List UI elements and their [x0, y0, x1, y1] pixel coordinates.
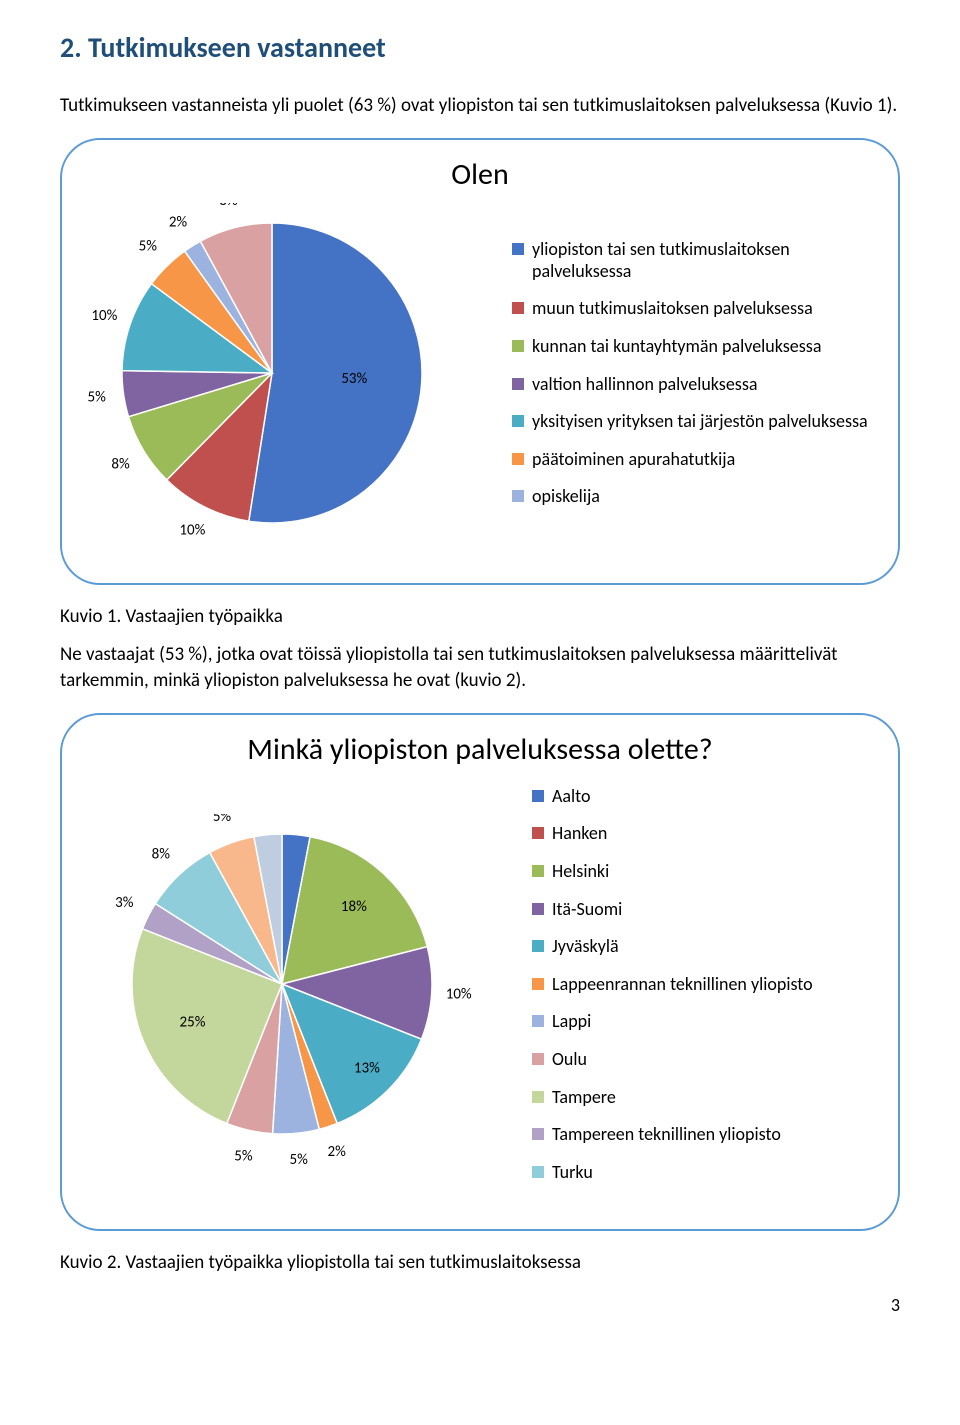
- legend-label: Tampereen teknillinen yliopisto: [552, 1124, 781, 1146]
- pie-slice-label: 25%: [180, 1013, 206, 1031]
- legend-swatch: [532, 1128, 544, 1140]
- legend-label: yksityisen yrityksen tai järjestön palve…: [532, 411, 868, 433]
- legend-item: Lappi: [532, 1011, 878, 1033]
- pie-slice-label: 8%: [152, 845, 171, 863]
- legend-item: kunnan tai kuntayhtymän palveluksessa: [512, 336, 878, 358]
- legend-item: muun tutkimuslaitoksen palveluksessa: [512, 298, 878, 320]
- legend-label: Aalto: [552, 786, 591, 808]
- legend-label: muun tutkimuslaitoksen palveluksessa: [532, 298, 813, 320]
- figure-2-pie: 3% 18% 10% 13% 2% 5% 5% 25% 3% 8% 5% 3%: [82, 814, 512, 1164]
- legend-label: Tampere: [552, 1087, 616, 1109]
- legend-item: opiskelija: [512, 486, 878, 508]
- figure-1-title: Olen: [82, 156, 878, 193]
- legend-item: yliopiston tai sen tutkimuslaitoksen pal…: [512, 239, 878, 282]
- pie-slice-label: 53%: [341, 370, 367, 388]
- legend-label: opiskelija: [532, 486, 600, 508]
- legend-item: yksityisen yrityksen tai järjestön palve…: [512, 411, 878, 433]
- pie-slice-label: 2%: [328, 1142, 347, 1160]
- legend-item: Aalto: [532, 786, 878, 808]
- pie-slice-label: 10%: [446, 985, 472, 1003]
- legend-swatch: [532, 827, 544, 839]
- pie-slice-label: 5%: [213, 814, 232, 826]
- legend-item: päätoiminen apurahatutkija: [512, 449, 878, 471]
- legend-item: Tampereen teknillinen yliopisto: [532, 1124, 878, 1146]
- pie-slice-label: 8%: [219, 203, 238, 210]
- legend-label: kunnan tai kuntayhtymän palveluksessa: [532, 336, 821, 358]
- section-heading: 2. Tutkimukseen vastanneet: [60, 30, 900, 65]
- figure-1-pie: 53% 10% 8% 5% 10% 5% 2% 8%: [82, 203, 492, 553]
- pie-slice-label: 5%: [88, 388, 107, 406]
- page-number: 3: [60, 1294, 900, 1316]
- legend-swatch: [512, 340, 524, 352]
- paragraph-1: Tutkimukseen vastanneista yli puolet (63…: [60, 93, 900, 120]
- legend-item: Oulu: [532, 1049, 878, 1071]
- legend-label: Jyväskylä: [552, 936, 619, 958]
- pie-slice-label: 3%: [290, 814, 309, 816]
- legend-label: Lappi: [552, 1011, 591, 1033]
- legend-item: Lappeenrannan teknillinen yliopisto: [532, 974, 878, 996]
- legend-label: päätoiminen apurahatutkija: [532, 449, 735, 471]
- legend-swatch: [532, 940, 544, 952]
- paragraph-2: Ne vastaajat (53 %), jotka ovat töissä y…: [60, 642, 900, 695]
- legend-swatch: [512, 490, 524, 502]
- legend-item: Tampere: [532, 1087, 878, 1109]
- legend-item: Hanken: [532, 823, 878, 845]
- legend-swatch: [512, 453, 524, 465]
- pie-slice-label: 2%: [169, 213, 188, 231]
- figure-2: Minkä yliopiston palveluksessa olette? 3…: [60, 713, 900, 1232]
- figure-2-legend: Aalto Hanken Helsinki Itä-Suomi Jyväskylä Lap…: [532, 778, 878, 1200]
- legend-label: Helsinki: [552, 861, 609, 883]
- legend-swatch: [532, 865, 544, 877]
- legend-swatch: [532, 1091, 544, 1103]
- legend-label: yliopiston tai sen tutkimuslaitoksen pal…: [532, 239, 878, 282]
- pie-slice-label: 10%: [179, 521, 205, 539]
- legend-swatch: [532, 1015, 544, 1027]
- legend-label: Lappeenrannan teknillinen yliopisto: [552, 974, 813, 996]
- pie-slice-label: 3%: [115, 894, 134, 912]
- figure-2-caption: Kuvio 2. Vastaajien työpaikka yliopistol…: [60, 1251, 900, 1274]
- legend-label: Itä-Suomi: [552, 899, 622, 921]
- legend-item: Jyväskylä: [532, 936, 878, 958]
- legend-label: valtion hallinnon palveluksessa: [532, 374, 758, 396]
- pie-slice-label: 5%: [290, 1150, 309, 1163]
- pie-slice: [249, 223, 422, 523]
- pie-slice-label: 13%: [354, 1059, 380, 1077]
- legend-swatch: [532, 1166, 544, 1178]
- pie-slice-label: 18%: [341, 898, 367, 916]
- figure-1: Olen 53% 10% 8% 5% 10% 5% 2% 8% yliopiston tai …: [60, 138, 900, 585]
- figure-2-title: Minkä yliopiston palveluksessa olette?: [82, 731, 878, 768]
- legend-label: Oulu: [552, 1049, 587, 1071]
- legend-label: Hanken: [552, 823, 607, 845]
- legend-swatch: [532, 1053, 544, 1065]
- legend-swatch: [532, 790, 544, 802]
- legend-item: Helsinki: [532, 861, 878, 883]
- legend-label: Turku: [552, 1162, 593, 1184]
- legend-swatch: [512, 415, 524, 427]
- legend-swatch: [512, 378, 524, 390]
- pie-slice-label: 8%: [111, 455, 130, 473]
- pie-slice-label: 5%: [139, 237, 158, 255]
- figure-1-caption: Kuvio 1. Vastaajien työpaikka: [60, 605, 900, 628]
- legend-item: Turku: [532, 1162, 878, 1184]
- legend-item: Itä-Suomi: [532, 899, 878, 921]
- legend-item: valtion hallinnon palveluksessa: [512, 374, 878, 396]
- legend-swatch: [512, 243, 524, 255]
- pie-slice-label: 5%: [234, 1147, 253, 1164]
- pie-slice-label: 3%: [256, 814, 275, 816]
- legend-swatch: [512, 302, 524, 314]
- legend-swatch: [532, 978, 544, 990]
- figure-1-legend: yliopiston tai sen tutkimuslaitoksen pal…: [512, 231, 878, 524]
- legend-swatch: [532, 903, 544, 915]
- pie-slice-label: 10%: [91, 306, 117, 324]
